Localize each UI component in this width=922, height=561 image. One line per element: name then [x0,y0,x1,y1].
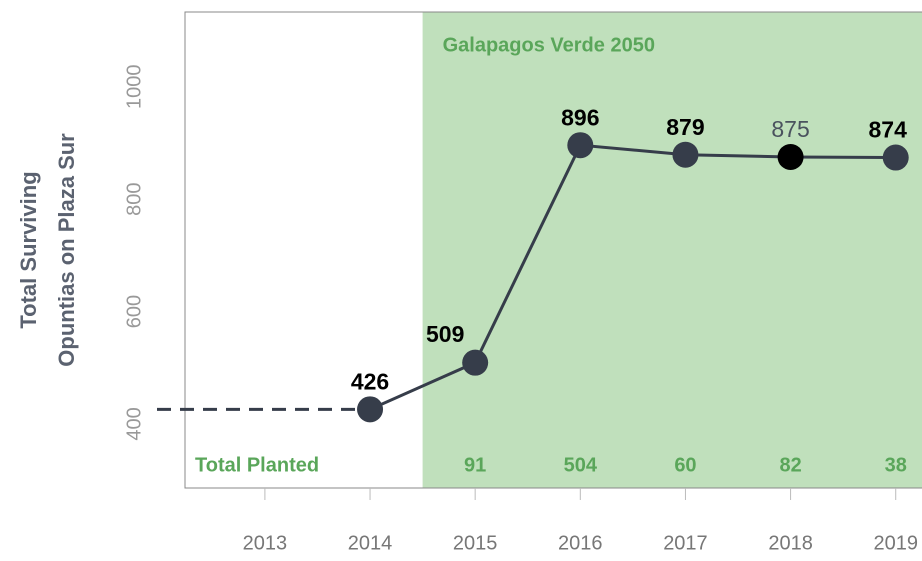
y-tick-label: 1000 [123,64,145,109]
point [357,396,384,423]
x-tick-label: 2013 [243,532,288,554]
y-tick-label: 800 [123,182,145,215]
x-tick-label: 2015 [453,532,498,554]
data-label: 875 [771,116,809,142]
point [777,143,804,170]
y-axis-label: Opuntias on Plaza Sur [54,133,79,367]
point [462,349,489,376]
data-label: 879 [666,114,704,140]
planted-value: 38 [885,454,907,476]
data-label: 896 [561,104,599,130]
x-tick-label: 2017 [663,532,708,554]
x-tick-label: 2019 [873,532,918,554]
planted-value: 60 [674,454,696,476]
annotation: Galapagos Verde 2050 [443,34,655,56]
planted-value: 82 [779,454,801,476]
series-line [369,143,896,411]
data-label: 426 [351,368,389,394]
data-label: 874 [869,117,908,143]
y-tick-label: 600 [123,295,145,328]
x-tick-label: 2014 [348,532,393,554]
y-tick-label: 400 [123,407,145,440]
planted-label: Total Planted [195,454,319,476]
y-axis-label: Total Surviving [16,171,41,328]
plot-frame [184,11,922,489]
point [672,141,699,168]
planted-value: 91 [464,454,486,476]
planted-value: 504 [564,454,598,476]
x-tick-label: 2018 [768,532,813,554]
shaded-region [422,12,922,488]
point [882,144,909,171]
x-tick-label: 2016 [558,532,603,554]
data-label: 509 [426,321,464,347]
point [567,132,594,159]
